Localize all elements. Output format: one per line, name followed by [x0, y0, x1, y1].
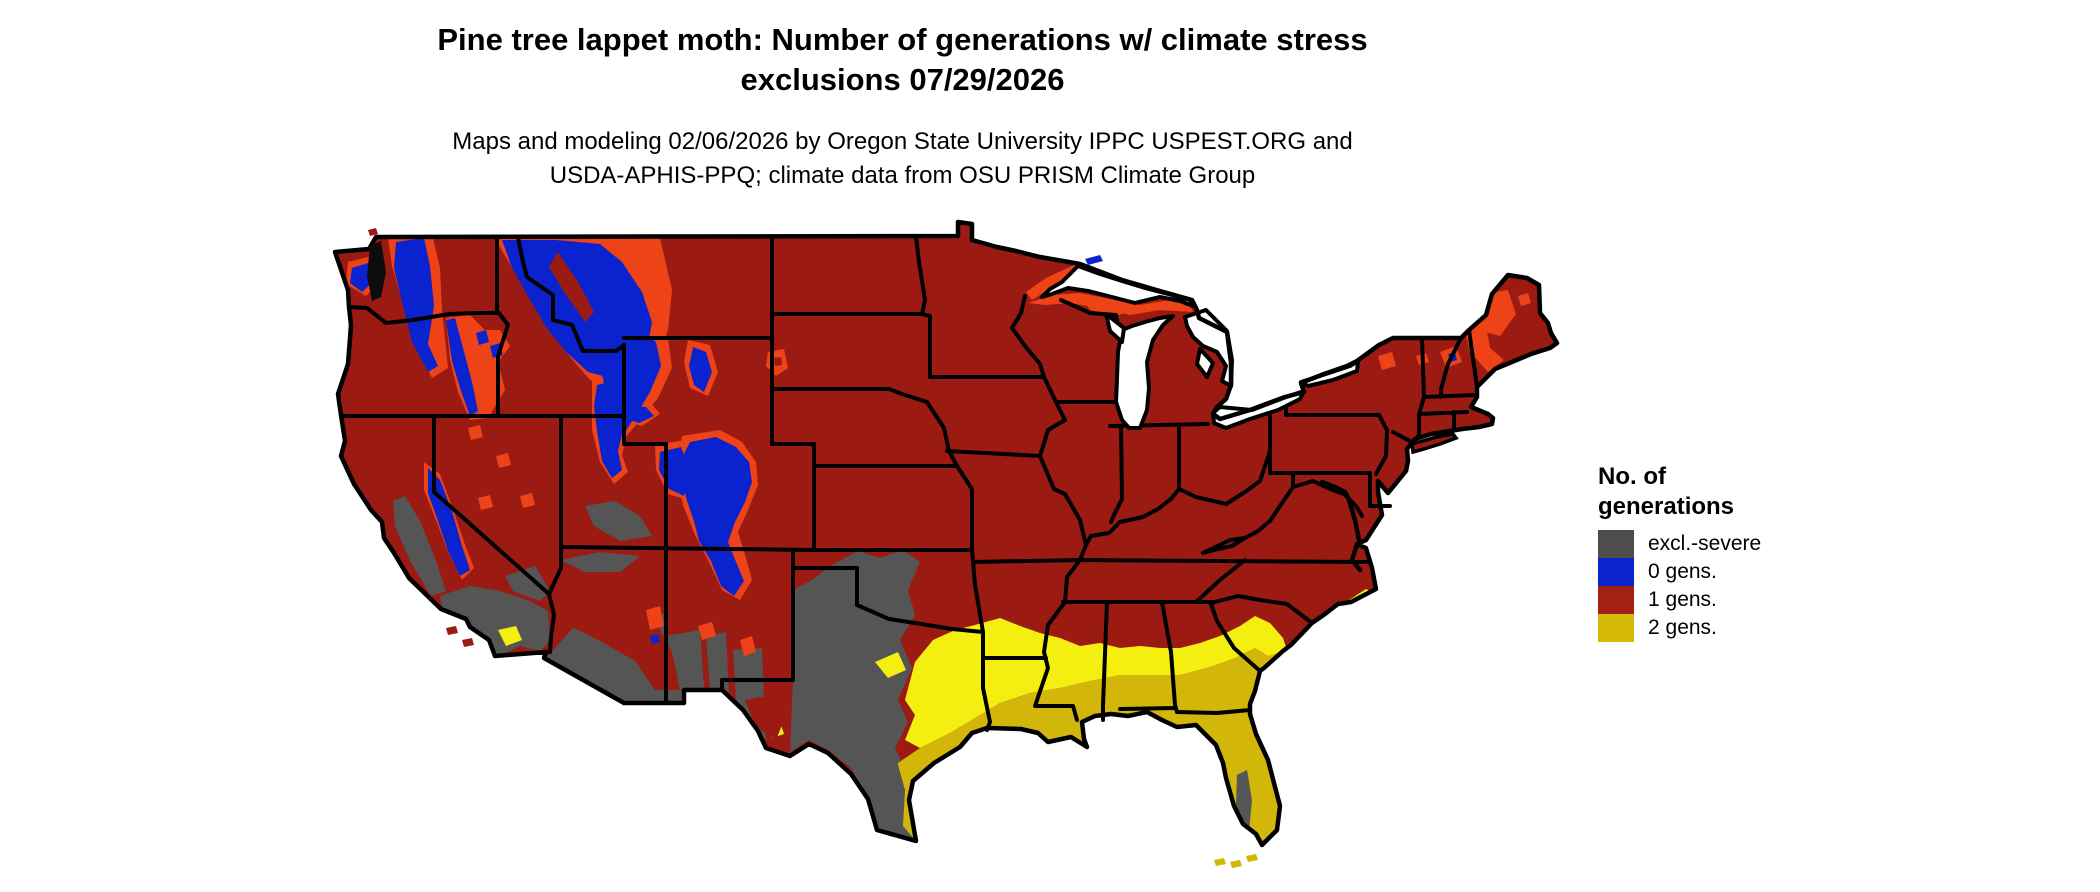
page-subtitle: Maps and modeling 02/06/2026 by Oregon S…: [0, 125, 1805, 193]
legend-title: No. of generations: [1598, 462, 1858, 522]
florida-keys: [1214, 854, 1258, 868]
chesapeake-bay-lines: [1319, 479, 1363, 573]
black-hills-core: [774, 357, 782, 366]
legend-swatch-excl-severe-icon: [1598, 530, 1634, 558]
map-legend: No. of generations excl.-severe 0 gens. …: [1598, 462, 1858, 642]
legend-swatch-1-gens-icon: [1598, 586, 1634, 614]
page-title: Pine tree lappet moth: Number of generat…: [0, 20, 1805, 100]
lake-michigan: [1114, 314, 1175, 430]
saginaw-bay: [1195, 347, 1215, 379]
legend-label-1-gens: 1 gens.: [1648, 588, 1717, 611]
legend-item-excl-severe: excl.-severe: [1598, 530, 1858, 558]
legend-swatch-0-gens-icon: [1598, 558, 1634, 586]
legend-label-2-gens: 2 gens.: [1648, 616, 1717, 639]
channel-islands: [446, 626, 474, 647]
puget-sound-water: [367, 241, 386, 301]
region-valley-red-streak: [549, 252, 594, 322]
legend-title-line-1: No. of: [1598, 463, 1666, 490]
subtitle-line-2: USDA-APHIS-PPQ; climate data from OSU PR…: [549, 162, 1256, 189]
legend-title-line-2: generations: [1598, 493, 1735, 520]
green-bay: [1104, 312, 1126, 344]
legend-item-0-gens: 0 gens.: [1598, 558, 1858, 586]
regions-1-gen-pockets: [556, 586, 786, 740]
us-outline-border: [332, 219, 1560, 848]
long-island: [1410, 432, 1459, 455]
subtitle-line-1: Maps and modeling 02/06/2026 by Oregon S…: [452, 128, 1353, 155]
title-line-1: Pine tree lappet moth: Number of generat…: [437, 22, 1368, 57]
legend-label-0-gens: 0 gens.: [1648, 560, 1717, 583]
header: Pine tree lappet moth: Number of generat…: [0, 0, 1805, 193]
isle-royale: [1085, 255, 1103, 265]
region-1-gen-base: [335, 222, 1557, 845]
state-borders: [339, 235, 1479, 732]
legend-label-excl-severe: excl.-severe: [1648, 532, 1762, 555]
title-line-2: exclusions 07/29/2026: [740, 62, 1065, 97]
legend-swatch-2-gens-icon: [1598, 614, 1634, 642]
map-extras: [367, 228, 1459, 868]
point-roberts-dot: [368, 228, 378, 236]
legend-item-2-gens: 2 gens.: [1598, 614, 1858, 642]
legend-item-1-gens: 1 gens.: [1598, 586, 1858, 614]
map-fill-layers: [335, 222, 1557, 845]
